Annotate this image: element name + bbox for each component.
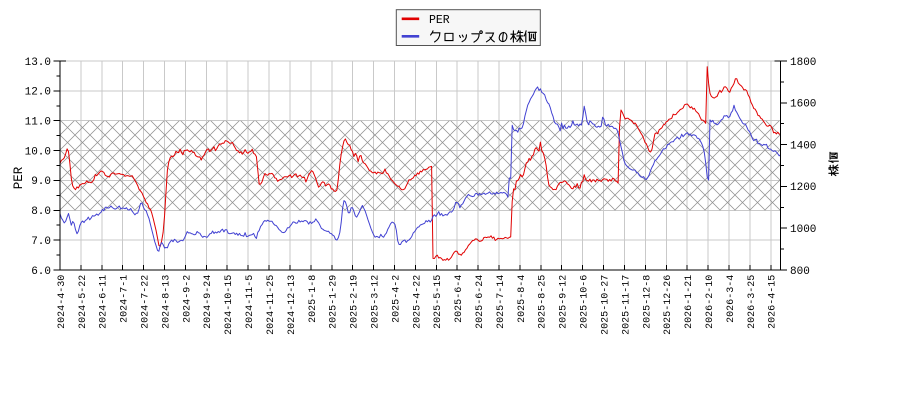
svg-text:1000: 1000 bbox=[790, 224, 816, 236]
svg-text:11.0: 11.0 bbox=[25, 117, 51, 129]
svg-text:2024-9-24: 2024-9-24 bbox=[203, 275, 214, 329]
svg-text:13.0: 13.0 bbox=[25, 57, 51, 69]
svg-text:2026-3-25: 2026-3-25 bbox=[747, 275, 758, 329]
svg-text:12.0: 12.0 bbox=[25, 87, 51, 99]
svg-text:1600: 1600 bbox=[790, 99, 816, 111]
svg-text:2024-9-2: 2024-9-2 bbox=[182, 275, 193, 323]
svg-text:2025-10-6: 2025-10-6 bbox=[580, 275, 591, 329]
svg-text:2026-1-21: 2026-1-21 bbox=[684, 275, 695, 329]
svg-text:2025-8-25: 2025-8-25 bbox=[538, 275, 549, 329]
svg-text:2026-2-10: 2026-2-10 bbox=[705, 275, 716, 329]
svg-text:2024-4-30: 2024-4-30 bbox=[57, 275, 68, 329]
svg-text:1200: 1200 bbox=[790, 182, 816, 194]
svg-text:2024-11-25: 2024-11-25 bbox=[266, 275, 277, 335]
svg-text:6.0: 6.0 bbox=[31, 266, 51, 278]
svg-text:1400: 1400 bbox=[790, 140, 816, 152]
svg-text:2024-8-13: 2024-8-13 bbox=[161, 275, 172, 329]
svg-text:2025-11-17: 2025-11-17 bbox=[621, 275, 632, 335]
svg-text:2025-4-22: 2025-4-22 bbox=[412, 275, 423, 329]
svg-text:2024-7-22: 2024-7-22 bbox=[141, 275, 152, 329]
svg-text:2025-3-12: 2025-3-12 bbox=[371, 275, 382, 329]
svg-text:PER: PER bbox=[429, 14, 450, 27]
svg-text:2025-8-4: 2025-8-4 bbox=[517, 275, 528, 323]
svg-text:2025-6-4: 2025-6-4 bbox=[454, 275, 465, 323]
svg-text:800: 800 bbox=[790, 266, 810, 278]
svg-text:2026-4-15: 2026-4-15 bbox=[768, 275, 779, 329]
svg-text:2024-6-11: 2024-6-11 bbox=[99, 275, 110, 329]
svg-text:2024-12-13: 2024-12-13 bbox=[287, 275, 298, 335]
svg-text:2026-3-4: 2026-3-4 bbox=[726, 275, 737, 323]
svg-text:2024-11-5: 2024-11-5 bbox=[245, 275, 256, 329]
svg-text:2025-9-12: 2025-9-12 bbox=[559, 275, 570, 329]
svg-text:PER: PER bbox=[12, 166, 26, 189]
svg-text:2025-1-29: 2025-1-29 bbox=[329, 275, 340, 329]
svg-text:1800: 1800 bbox=[790, 57, 816, 69]
svg-text:2024-7-1: 2024-7-1 bbox=[120, 275, 131, 323]
svg-text:10.0: 10.0 bbox=[25, 146, 51, 158]
svg-text:2025-7-14: 2025-7-14 bbox=[496, 275, 507, 329]
svg-text:2025-4-2: 2025-4-2 bbox=[391, 275, 402, 323]
svg-text:2025-5-15: 2025-5-15 bbox=[433, 275, 444, 329]
svg-text:2025-12-26: 2025-12-26 bbox=[663, 275, 674, 335]
svg-text:7.0: 7.0 bbox=[31, 236, 51, 248]
svg-text:2025-12-8: 2025-12-8 bbox=[642, 275, 653, 329]
svg-text:2025-1-8: 2025-1-8 bbox=[308, 275, 319, 323]
svg-text:2024-5-22: 2024-5-22 bbox=[78, 275, 89, 329]
svg-text:2024-10-15: 2024-10-15 bbox=[224, 275, 235, 335]
svg-text:2025-2-19: 2025-2-19 bbox=[350, 275, 361, 329]
svg-text:2025-6-24: 2025-6-24 bbox=[475, 275, 486, 329]
svg-text:8.0: 8.0 bbox=[31, 206, 51, 218]
svg-text:2025-10-27: 2025-10-27 bbox=[601, 275, 612, 335]
svg-text:9.0: 9.0 bbox=[31, 176, 51, 188]
